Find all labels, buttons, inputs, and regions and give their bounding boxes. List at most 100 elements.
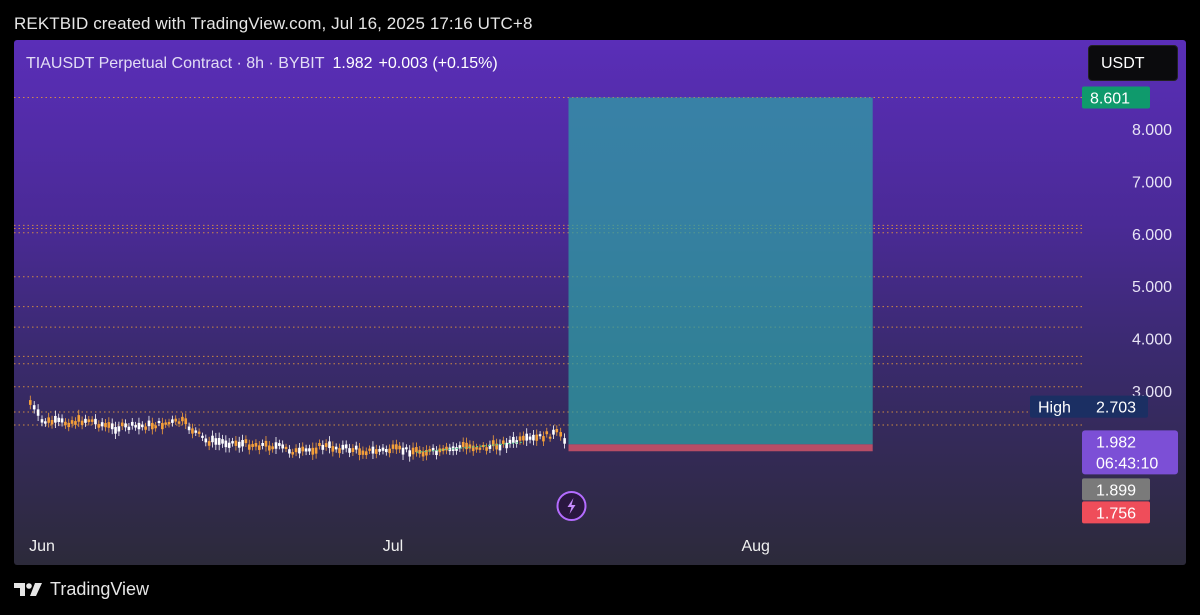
candle [120, 422, 124, 427]
high-label-bg [1030, 395, 1148, 418]
candle [254, 443, 258, 447]
candle [214, 438, 218, 445]
candle [555, 429, 559, 433]
candle [184, 418, 188, 425]
candle [67, 422, 71, 428]
candle [559, 432, 562, 437]
candle [435, 450, 438, 456]
candle [548, 436, 552, 439]
candle [535, 434, 539, 441]
candle [90, 419, 94, 422]
candle [502, 440, 505, 444]
y-tick-label: 5.000 [1132, 279, 1172, 296]
candle [77, 415, 81, 422]
current-price-label: 1.982 [1096, 434, 1136, 451]
candle [60, 418, 64, 423]
candle [488, 444, 492, 449]
candle [498, 444, 502, 451]
candle [224, 440, 228, 448]
candle [291, 452, 295, 455]
candle [401, 447, 405, 455]
candle [505, 442, 508, 449]
trend-line [416, 441, 522, 453]
candle [331, 446, 335, 452]
candle [428, 449, 432, 452]
y-tick-label: 4.000 [1132, 332, 1172, 349]
candle [154, 425, 157, 429]
candle [278, 443, 281, 446]
candle [204, 438, 208, 443]
candle [117, 426, 121, 432]
candle [167, 421, 171, 425]
candle [74, 421, 77, 425]
price-chart[interactable]: Jun Jul Aug8.0007.0006.0005.0004.0003.0008… [14, 40, 1186, 565]
candle [80, 420, 84, 426]
symbol-legend: TIAUSDT Perpetual Contract · 8h · BYBIT 1… [26, 55, 498, 73]
candle [491, 440, 495, 447]
candle [127, 426, 131, 431]
stop-zone [568, 444, 873, 452]
candle [157, 420, 161, 424]
stop-price-label: 1.756 [1096, 505, 1136, 522]
candle [461, 442, 465, 448]
candle [44, 421, 47, 424]
candle [110, 423, 114, 430]
candle [324, 443, 328, 447]
candle [358, 448, 361, 455]
candle [542, 436, 545, 442]
candle [481, 445, 485, 448]
candle [151, 422, 154, 430]
candle [378, 448, 381, 452]
candle [381, 447, 385, 451]
current-price-bg [1082, 430, 1178, 475]
candle [87, 419, 91, 423]
candle [328, 441, 331, 449]
price-change: +0.003 (+0.15%) [378, 55, 498, 72]
candle [515, 440, 518, 444]
candle [251, 444, 254, 447]
candle [314, 447, 318, 454]
candle [445, 446, 448, 451]
target-price-label: 8.601 [1090, 91, 1130, 108]
candle [311, 447, 315, 455]
symbol-name: TIAUSDT Perpetual Contract · 8h · BYBIT [26, 55, 325, 72]
candle [371, 446, 375, 454]
candle [351, 448, 355, 453]
candle [114, 427, 117, 434]
candle [197, 431, 201, 434]
chart-panel[interactable]: Jun Jul Aug 8.000 7.000 6.000 5.000 4.000 3.000 8… [14, 40, 1186, 565]
y-tick-label: 8.000 [1132, 122, 1172, 139]
candle [495, 443, 498, 450]
brand-footer: TradingView [14, 578, 149, 600]
candle [431, 447, 435, 452]
chart-caption: REKTBID created with TradingView.com, Ju… [14, 14, 533, 33]
candle [244, 439, 248, 444]
candle [161, 422, 164, 430]
target-zone [568, 97, 873, 445]
candle [405, 447, 408, 450]
candle [563, 438, 566, 444]
candle [164, 422, 167, 425]
candle [425, 449, 428, 456]
candle [177, 421, 181, 424]
candle [538, 434, 542, 437]
candle [144, 426, 147, 430]
y-tick-label: 6.000 [1132, 227, 1172, 244]
candle [147, 420, 151, 427]
candle [140, 424, 144, 428]
candle [388, 448, 391, 454]
tradingview-logo-icon [14, 583, 42, 596]
candle [522, 435, 525, 441]
candle [341, 444, 345, 450]
candle [391, 444, 395, 449]
candle [211, 435, 214, 443]
candle [29, 400, 32, 405]
lightning-icon[interactable] [556, 491, 587, 521]
candle [271, 446, 274, 450]
candle [221, 439, 224, 444]
brand-name: TradingView [50, 578, 150, 599]
candle [552, 429, 555, 435]
currency-button[interactable]: USDT [1088, 45, 1178, 81]
candle [512, 436, 515, 443]
candle [194, 430, 198, 433]
